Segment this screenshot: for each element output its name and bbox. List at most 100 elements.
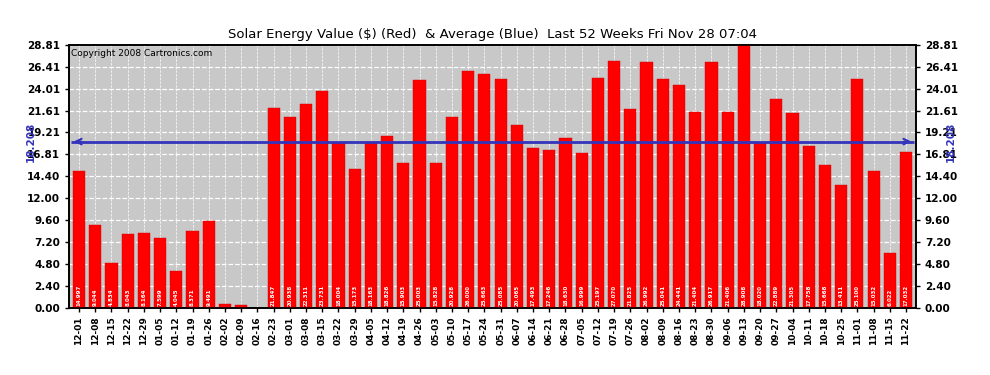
Text: 22.889: 22.889 (774, 285, 779, 306)
Bar (89, 225, 101, 308)
Bar (511, 124, 523, 308)
Bar (575, 153, 588, 308)
Text: 8.043: 8.043 (125, 289, 130, 306)
Text: 21.305: 21.305 (790, 285, 795, 306)
Bar (138, 233, 149, 308)
Bar (836, 185, 847, 308)
Bar (414, 80, 426, 308)
Text: 20.938: 20.938 (287, 285, 292, 306)
Bar (381, 136, 393, 308)
Text: 21.406: 21.406 (725, 285, 731, 306)
Text: 16.999: 16.999 (579, 285, 584, 306)
Text: 18.004: 18.004 (336, 285, 341, 306)
Bar (625, 109, 637, 308)
Text: 27.070: 27.070 (612, 285, 617, 306)
Text: 18.630: 18.630 (563, 285, 568, 306)
Bar (559, 138, 571, 308)
Bar (203, 221, 215, 308)
Text: 20.928: 20.928 (449, 285, 454, 306)
Text: 7.599: 7.599 (157, 288, 162, 306)
Text: 21.825: 21.825 (628, 285, 633, 306)
Bar (284, 117, 296, 308)
Text: 25.085: 25.085 (498, 285, 503, 306)
Text: 25.041: 25.041 (660, 285, 665, 306)
Bar (867, 171, 880, 308)
Bar (705, 62, 718, 308)
Text: 24.441: 24.441 (676, 285, 681, 306)
Bar (754, 143, 766, 308)
Bar (462, 70, 474, 308)
Text: 18.826: 18.826 (385, 285, 390, 306)
Text: 15.032: 15.032 (871, 285, 876, 306)
Bar (786, 113, 799, 308)
Text: 9.044: 9.044 (93, 289, 98, 306)
Bar (397, 163, 410, 308)
Bar (170, 271, 182, 308)
Text: 22.311: 22.311 (304, 285, 309, 306)
Bar (608, 61, 620, 308)
Text: 15.668: 15.668 (823, 285, 828, 306)
Bar (73, 171, 85, 308)
Text: 4.834: 4.834 (109, 288, 114, 306)
Bar (105, 264, 118, 308)
Text: Copyright 2008 Cartronics.com: Copyright 2008 Cartronics.com (71, 49, 212, 58)
Text: 21.847: 21.847 (271, 285, 276, 306)
Text: 15.903: 15.903 (401, 285, 406, 306)
Bar (267, 108, 280, 307)
Text: 8.371: 8.371 (190, 289, 195, 306)
Bar (641, 62, 652, 308)
Bar (738, 44, 750, 308)
Bar (819, 165, 831, 308)
Bar (478, 74, 490, 308)
Bar (527, 148, 540, 308)
Text: 14.997: 14.997 (76, 285, 81, 306)
Bar (300, 104, 312, 308)
Bar (770, 99, 782, 308)
Text: 17.032: 17.032 (904, 285, 909, 306)
Bar (900, 152, 912, 308)
Text: 20.065: 20.065 (515, 285, 520, 306)
Title: Solar Energy Value ($) (Red)  & Average (Blue)  Last 52 Weeks Fri Nov 28 07:04: Solar Energy Value ($) (Red) & Average (… (228, 28, 757, 41)
Text: 18.208: 18.208 (26, 122, 37, 162)
Text: 26.992: 26.992 (644, 285, 649, 306)
Text: 6.022: 6.022 (887, 289, 892, 306)
Bar (219, 304, 231, 307)
Bar (656, 80, 669, 308)
Bar (544, 150, 555, 308)
Bar (803, 146, 815, 308)
Text: 13.411: 13.411 (839, 285, 843, 306)
Text: 28.908: 28.908 (742, 285, 746, 306)
Bar (446, 117, 458, 308)
Text: 8.164: 8.164 (142, 289, 147, 306)
Text: 26.000: 26.000 (465, 285, 470, 306)
Bar (348, 169, 360, 308)
Text: 23.731: 23.731 (320, 285, 325, 306)
Bar (592, 78, 604, 308)
Bar (186, 231, 199, 308)
Text: 25.003: 25.003 (417, 285, 422, 306)
Bar (430, 163, 442, 308)
Bar (122, 234, 134, 308)
Text: 15.173: 15.173 (352, 285, 357, 306)
Bar (495, 79, 507, 308)
Text: 18.020: 18.020 (757, 285, 762, 306)
Text: 9.491: 9.491 (206, 289, 211, 306)
Text: 15.828: 15.828 (434, 285, 439, 306)
Bar (722, 112, 734, 308)
Bar (851, 79, 863, 308)
Bar (154, 238, 166, 308)
Bar (333, 144, 345, 308)
Text: 17.758: 17.758 (806, 285, 811, 306)
Text: 18.163: 18.163 (368, 285, 373, 306)
Text: 26.917: 26.917 (709, 285, 714, 306)
Text: 25.663: 25.663 (482, 285, 487, 306)
Bar (235, 304, 248, 307)
Bar (884, 253, 896, 308)
Text: 17.493: 17.493 (531, 285, 536, 306)
Text: 21.404: 21.404 (693, 285, 698, 306)
Text: 25.100: 25.100 (855, 285, 860, 306)
Text: 18.208: 18.208 (946, 122, 956, 162)
Text: 17.246: 17.246 (546, 285, 551, 306)
Bar (316, 91, 329, 308)
Bar (365, 142, 377, 308)
